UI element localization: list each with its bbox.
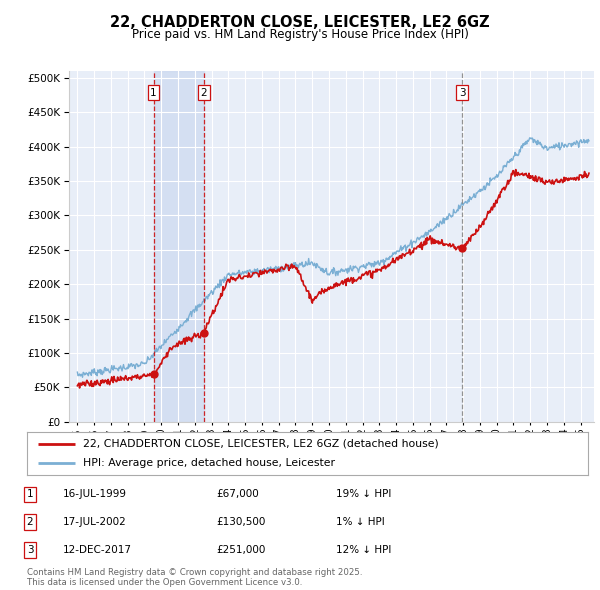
Text: 16-JUL-1999: 16-JUL-1999 xyxy=(63,490,127,499)
Text: 1: 1 xyxy=(26,490,34,499)
Text: Price paid vs. HM Land Registry's House Price Index (HPI): Price paid vs. HM Land Registry's House … xyxy=(131,28,469,41)
Text: 2: 2 xyxy=(200,88,207,98)
Text: HPI: Average price, detached house, Leicester: HPI: Average price, detached house, Leic… xyxy=(83,458,335,468)
Text: 1: 1 xyxy=(150,88,157,98)
Text: £251,000: £251,000 xyxy=(216,545,265,555)
Text: 17-JUL-2002: 17-JUL-2002 xyxy=(63,517,127,527)
Text: 19% ↓ HPI: 19% ↓ HPI xyxy=(336,490,391,499)
Text: 1% ↓ HPI: 1% ↓ HPI xyxy=(336,517,385,527)
Bar xyxy=(154,71,204,422)
Text: 12% ↓ HPI: 12% ↓ HPI xyxy=(336,545,391,555)
Text: 22, CHADDERTON CLOSE, LEICESTER, LE2 6GZ: 22, CHADDERTON CLOSE, LEICESTER, LE2 6GZ xyxy=(110,15,490,30)
Text: £67,000: £67,000 xyxy=(216,490,259,499)
Text: 2: 2 xyxy=(26,517,34,527)
Text: 22, CHADDERTON CLOSE, LEICESTER, LE2 6GZ (detached house): 22, CHADDERTON CLOSE, LEICESTER, LE2 6GZ… xyxy=(83,439,439,449)
Text: Contains HM Land Registry data © Crown copyright and database right 2025.
This d: Contains HM Land Registry data © Crown c… xyxy=(27,568,362,587)
Text: 12-DEC-2017: 12-DEC-2017 xyxy=(63,545,132,555)
Text: £130,500: £130,500 xyxy=(216,517,265,527)
Text: 3: 3 xyxy=(26,545,34,555)
Text: 3: 3 xyxy=(459,88,466,98)
